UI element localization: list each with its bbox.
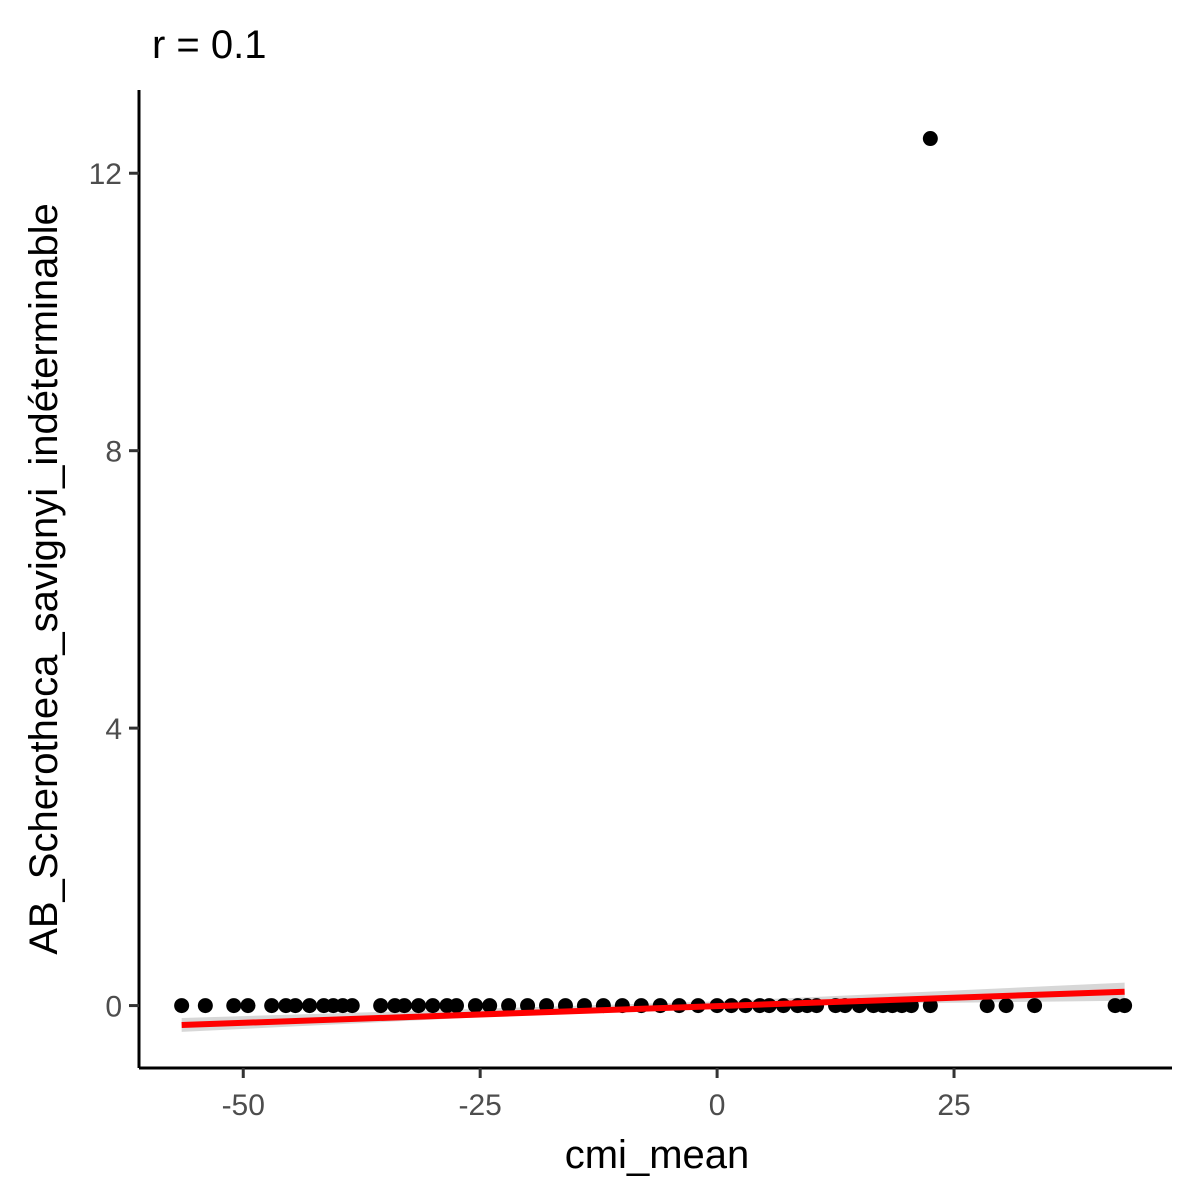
regression-line: [181, 988, 1125, 1028]
data-point: [302, 998, 318, 1014]
data-point: [197, 998, 213, 1014]
data-point: [264, 998, 280, 1014]
data-point: [998, 998, 1014, 1014]
data-points: [174, 131, 1133, 1014]
data-point: [226, 998, 242, 1014]
x-axis-title: cmi_mean: [565, 1133, 750, 1177]
x-axis-ticks: -50 -25 0 25: [222, 1068, 971, 1122]
y-axis-title: AB_Scherotheca_savignyi_indéterminable: [22, 203, 66, 955]
data-point: [501, 998, 517, 1014]
x-tick-label: -25: [458, 1089, 501, 1122]
y-axis-ticks: 0 4 8 12: [89, 158, 139, 1024]
data-point: [373, 998, 389, 1014]
trend-line: [181, 988, 1125, 1028]
data-point: [448, 998, 464, 1014]
y-tick-label: 4: [105, 713, 122, 746]
data-point: [425, 998, 441, 1014]
y-tick-label: 12: [89, 158, 122, 191]
x-tick-label: 0: [709, 1089, 726, 1122]
data-point: [482, 998, 498, 1014]
data-point: [174, 998, 190, 1014]
data-point: [411, 998, 427, 1014]
plot-title: r = 0.1: [152, 23, 267, 67]
y-tick-label: 0: [105, 991, 122, 1024]
data-point: [922, 998, 938, 1014]
data-point: [520, 998, 536, 1014]
data-point: [240, 998, 256, 1014]
y-tick-label: 8: [105, 436, 122, 469]
data-point: [1027, 998, 1043, 1014]
data-point: [287, 998, 303, 1014]
data-point: [979, 998, 995, 1014]
data-point: [467, 998, 483, 1014]
data-point: [344, 998, 360, 1014]
data-point: [396, 998, 412, 1014]
data-point: [922, 131, 938, 147]
x-tick-label: -50: [222, 1089, 265, 1122]
data-point: [1117, 998, 1133, 1014]
x-tick-label: 25: [937, 1089, 970, 1122]
